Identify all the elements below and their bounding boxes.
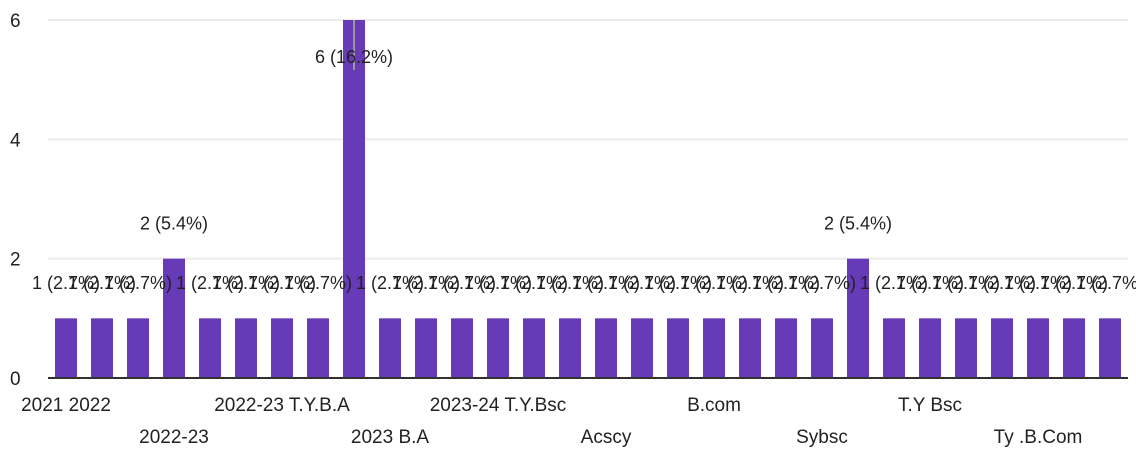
data-label: 1 (2.7%): [752, 273, 820, 293]
bar: [271, 318, 293, 378]
bar: [775, 318, 797, 378]
bar: [1099, 318, 1121, 378]
bar: [811, 318, 833, 378]
bar: [847, 258, 869, 378]
data-label: 1 (2.7%): [248, 273, 316, 293]
bar: [199, 318, 221, 378]
data-label: 1 (2.7%): [860, 273, 928, 293]
bar: [127, 318, 149, 378]
data-label: 1 (2.7%): [356, 273, 424, 293]
bar: [1063, 318, 1085, 378]
bar: [415, 318, 437, 378]
x-tick-label: 2022-23 T.Y.B.A: [214, 395, 350, 416]
bar: [739, 318, 761, 378]
x-tick-label: 2021 2022: [21, 395, 111, 416]
bar: [343, 20, 365, 378]
data-label: 1 (2.7%): [608, 273, 676, 293]
data-label: 1 (2.7%): [104, 273, 172, 293]
bar: [667, 318, 689, 378]
bars: [55, 20, 1121, 378]
bar: [883, 318, 905, 378]
bar: [487, 318, 509, 378]
labels: 1 (2.7%)1 (2.7%)1 (2.7%)2 (5.4%)1 (2.7%)…: [32, 20, 1136, 293]
data-label: 1 (2.7%): [428, 273, 496, 293]
bar: [91, 318, 113, 378]
data-label: 6 (16.2%): [315, 47, 393, 67]
x-tick-label: 2023-24 T.Y.Bsc: [430, 395, 567, 416]
data-label: 1 (2.7%): [572, 273, 640, 293]
data-label: 1 (2.7%): [716, 273, 784, 293]
x-tick-label: Acscy: [581, 427, 632, 448]
bar: [631, 318, 653, 378]
y-tick-label: 2: [10, 250, 21, 271]
data-label: 1 (2.7%): [932, 273, 1000, 293]
bar: [703, 318, 725, 378]
bar: [595, 318, 617, 378]
x-tick-label: T.Y Bsc: [898, 395, 962, 416]
bar: [1027, 318, 1049, 378]
data-label: 1 (2.7%): [1040, 273, 1108, 293]
data-label: 1 (2.7%): [212, 273, 280, 293]
data-label: 1 (2.7%): [1004, 273, 1072, 293]
bar: [163, 258, 185, 378]
y-tick-label: 6: [10, 11, 21, 32]
bar: [451, 318, 473, 378]
data-label: 1 (2.7%): [464, 273, 532, 293]
data-label: 1 (2.7%): [788, 273, 856, 293]
data-label: 1 (2.7%): [392, 273, 460, 293]
data-label: 1 (2.7%): [176, 273, 244, 293]
data-label: 2 (5.4%): [824, 213, 892, 233]
data-label: 1 (2.7%): [32, 273, 100, 293]
data-label: 1 (2.7%): [968, 273, 1036, 293]
data-label: 1 (2.7%): [284, 273, 352, 293]
bar: [379, 318, 401, 378]
data-label: 1 (2.7%): [680, 273, 748, 293]
bar: [919, 318, 941, 378]
data-label: 1 (2.7%): [536, 273, 604, 293]
data-label: 1 (2.7%): [644, 273, 712, 293]
x-tick-label: B.com: [687, 395, 741, 416]
bar: [307, 318, 329, 378]
x-tick-label: Ty .B.Com: [994, 427, 1083, 448]
bar: [55, 318, 77, 378]
x-tick-label: 2023 B.A: [351, 427, 429, 448]
data-label: 2 (5.4%): [140, 213, 208, 233]
bar: [955, 318, 977, 378]
y-tick-label: 0: [10, 369, 21, 390]
data-label: 1 (2.7%): [1076, 273, 1136, 293]
data-label: 1 (2.7%): [500, 273, 568, 293]
data-label: 1 (2.7%): [896, 273, 964, 293]
y-tick-label: 4: [10, 130, 21, 151]
x-tick-label: Sybsc: [796, 427, 848, 448]
bar: [991, 318, 1013, 378]
bar: [235, 318, 257, 378]
bar: [523, 318, 545, 378]
bar: [559, 318, 581, 378]
data-label: 1 (2.7%): [68, 273, 136, 293]
x-tick-label: 2022-23: [139, 427, 209, 448]
